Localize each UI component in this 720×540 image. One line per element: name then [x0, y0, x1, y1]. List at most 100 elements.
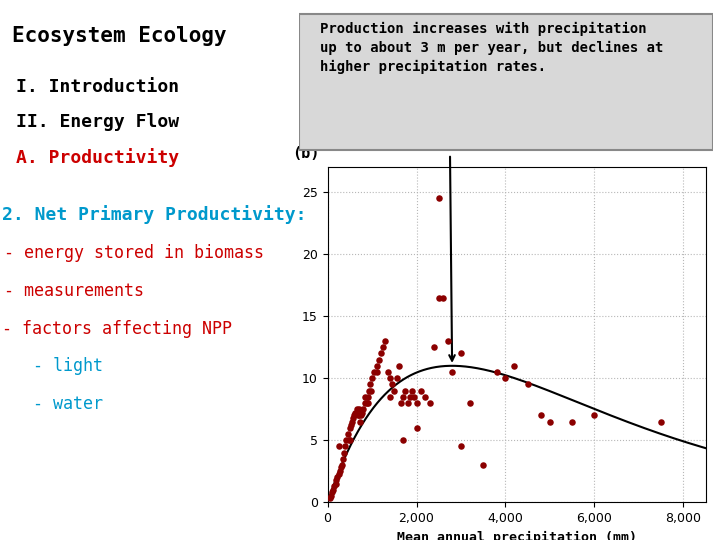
Point — [360, 393, 372, 401]
Point — [353, 411, 364, 420]
Point — [371, 368, 382, 376]
Point — [655, 417, 667, 426]
Point — [338, 448, 350, 457]
Point — [359, 399, 370, 407]
Point — [369, 368, 380, 376]
Point — [420, 393, 431, 401]
Point — [424, 399, 436, 407]
Text: II. Energy Flow: II. Energy Flow — [17, 113, 179, 131]
Point — [522, 380, 534, 389]
Point — [402, 399, 413, 407]
Text: Production increases with precipitation
up to about 3 m per year, but declines a: Production increases with precipitation … — [320, 22, 663, 73]
FancyBboxPatch shape — [299, 14, 713, 150]
Point — [344, 423, 356, 432]
Text: A. Productivity: A. Productivity — [17, 148, 179, 167]
Text: - measurements: - measurements — [4, 282, 145, 300]
Point — [326, 488, 338, 497]
Point — [324, 494, 336, 503]
Point — [328, 482, 340, 490]
Text: - factors affecting NPP: - factors affecting NPP — [2, 320, 233, 338]
Point — [362, 393, 374, 401]
Point — [333, 469, 344, 478]
Point — [373, 355, 384, 364]
Text: - energy stored in biomass: - energy stored in biomass — [4, 244, 264, 262]
Point — [341, 436, 352, 444]
Point — [384, 393, 395, 401]
Point — [384, 374, 395, 382]
Point — [477, 461, 489, 469]
Point — [345, 421, 356, 430]
Point — [395, 399, 407, 407]
Point — [415, 386, 427, 395]
Point — [353, 405, 364, 414]
Point — [338, 455, 349, 463]
Point — [544, 417, 556, 426]
Point — [567, 417, 578, 426]
Point — [348, 411, 360, 420]
Point — [332, 473, 343, 482]
Point — [364, 380, 376, 389]
Point — [336, 461, 348, 469]
Point — [442, 336, 454, 345]
Point — [346, 417, 358, 426]
Point — [363, 386, 374, 395]
Text: - light: - light — [33, 357, 103, 375]
Point — [366, 386, 377, 395]
Point — [508, 361, 520, 370]
Point — [343, 436, 354, 444]
Text: - water: - water — [33, 395, 103, 413]
Point — [348, 414, 359, 422]
Point — [342, 430, 354, 438]
Point — [371, 361, 382, 370]
Point — [391, 374, 402, 382]
Point — [382, 368, 393, 376]
Point — [438, 293, 449, 302]
Point — [330, 476, 342, 484]
Point — [375, 349, 387, 357]
Point — [408, 393, 420, 401]
Point — [356, 409, 368, 417]
Point — [428, 343, 440, 352]
Point — [411, 399, 423, 407]
Point — [464, 399, 476, 407]
Point — [327, 485, 338, 494]
Point — [397, 436, 409, 444]
Point — [455, 442, 467, 451]
Point — [330, 480, 341, 488]
Text: (b): (b) — [292, 146, 319, 161]
Point — [491, 368, 503, 376]
Point — [361, 399, 372, 407]
Point — [357, 405, 369, 414]
Point — [397, 393, 409, 401]
Point — [366, 374, 378, 382]
Point — [446, 368, 458, 376]
Point — [433, 194, 444, 202]
Point — [433, 293, 444, 302]
Point — [352, 411, 364, 420]
Point — [351, 405, 362, 414]
Point — [411, 423, 423, 432]
Point — [349, 409, 361, 417]
Point — [393, 361, 405, 370]
Point — [535, 411, 546, 420]
Point — [362, 399, 374, 407]
Point — [404, 393, 415, 401]
Point — [406, 386, 418, 395]
Point — [455, 349, 467, 357]
Point — [589, 411, 600, 420]
Point — [387, 380, 398, 389]
Point — [354, 417, 365, 426]
Point — [500, 374, 511, 382]
Point — [336, 463, 347, 472]
Text: 2. Net Primary Productivity:: 2. Net Primary Productivity: — [2, 205, 307, 224]
Point — [325, 492, 337, 501]
Point — [340, 442, 351, 451]
Point — [334, 467, 346, 476]
Point — [379, 336, 391, 345]
X-axis label: Mean annual precipitation (mm): Mean annual precipitation (mm) — [397, 530, 636, 540]
Text: I. Introduction: I. Introduction — [17, 78, 179, 96]
Point — [355, 411, 366, 420]
Text: Ecosystem Ecology: Ecosystem Ecology — [12, 26, 227, 46]
Point — [400, 386, 411, 395]
Point — [333, 442, 344, 451]
